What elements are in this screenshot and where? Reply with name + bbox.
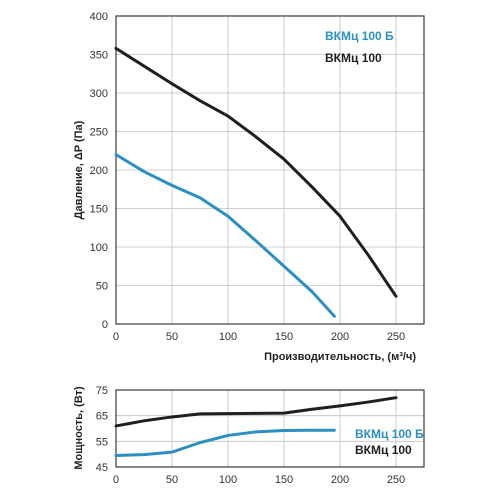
x-tick-label: 150 bbox=[275, 474, 293, 486]
legend-entry: ВКМц 100 Б bbox=[325, 29, 394, 43]
x-tick-label: 100 bbox=[219, 331, 237, 343]
y-tick-label: 65 bbox=[96, 411, 108, 423]
y-axis-label: Мощность, (Вт) bbox=[73, 386, 85, 470]
x-axis-label: Производительность, (м³/ч) bbox=[264, 351, 416, 363]
x-tick-label: 200 bbox=[331, 331, 349, 343]
y-tick-label: 300 bbox=[90, 88, 108, 100]
y-tick-label: 55 bbox=[96, 436, 108, 448]
legend-entry: ВКМц 100 Б bbox=[355, 427, 424, 441]
x-tick-label: 0 bbox=[113, 331, 119, 343]
series-line-vkmts-100-b bbox=[114, 153, 336, 318]
pressure-chart: 0 50 100 150 200 250 0 50 100 150 200 250 300 350 400 П… bbox=[73, 11, 425, 363]
y-tick-label: 50 bbox=[96, 281, 108, 293]
y-tick-label: 250 bbox=[90, 127, 108, 139]
series-line-vkmts-100-b bbox=[114, 428, 336, 457]
legend: ВКМц 100 Б ВКМц 100 bbox=[325, 29, 394, 65]
power-chart: 0 50 100 150 200 250 45 55 65 75 Мощность, (Вт) ВКМ… bbox=[73, 385, 425, 486]
plot-frame bbox=[115, 15, 425, 325]
series-line-vkmts-100 bbox=[114, 46, 398, 298]
y-tick-label: 0 bbox=[102, 319, 108, 331]
y-tick-label: 100 bbox=[90, 242, 108, 254]
series-line-vkmts-100 bbox=[114, 396, 398, 428]
y-tick-label: 45 bbox=[96, 462, 108, 474]
x-tick-label: 250 bbox=[387, 474, 405, 486]
grid bbox=[116, 390, 424, 467]
y-axis-label: Давление, ΔP (Па) bbox=[73, 120, 85, 219]
x-tick-label: 0 bbox=[113, 474, 119, 486]
grid bbox=[116, 16, 424, 324]
legend-entry: ВКМц 100 bbox=[355, 443, 412, 457]
x-tick-label: 50 bbox=[166, 474, 178, 486]
x-tick-label: 250 bbox=[387, 331, 405, 343]
x-tick-label: 200 bbox=[331, 474, 349, 486]
x-tick-label: 50 bbox=[166, 331, 178, 343]
plot-frame bbox=[115, 389, 425, 468]
y-tick-label: 200 bbox=[90, 165, 108, 177]
legend: ВКМц 100 Б ВКМц 100 bbox=[355, 427, 424, 457]
y-tick-label: 350 bbox=[90, 50, 108, 62]
y-tick-label: 400 bbox=[90, 11, 108, 23]
x-tick-label: 100 bbox=[219, 474, 237, 486]
legend-entry: ВКМц 100 bbox=[325, 51, 382, 65]
y-tick-label: 75 bbox=[96, 385, 108, 397]
y-tick-label: 150 bbox=[90, 204, 108, 216]
x-tick-label: 150 bbox=[275, 331, 293, 343]
